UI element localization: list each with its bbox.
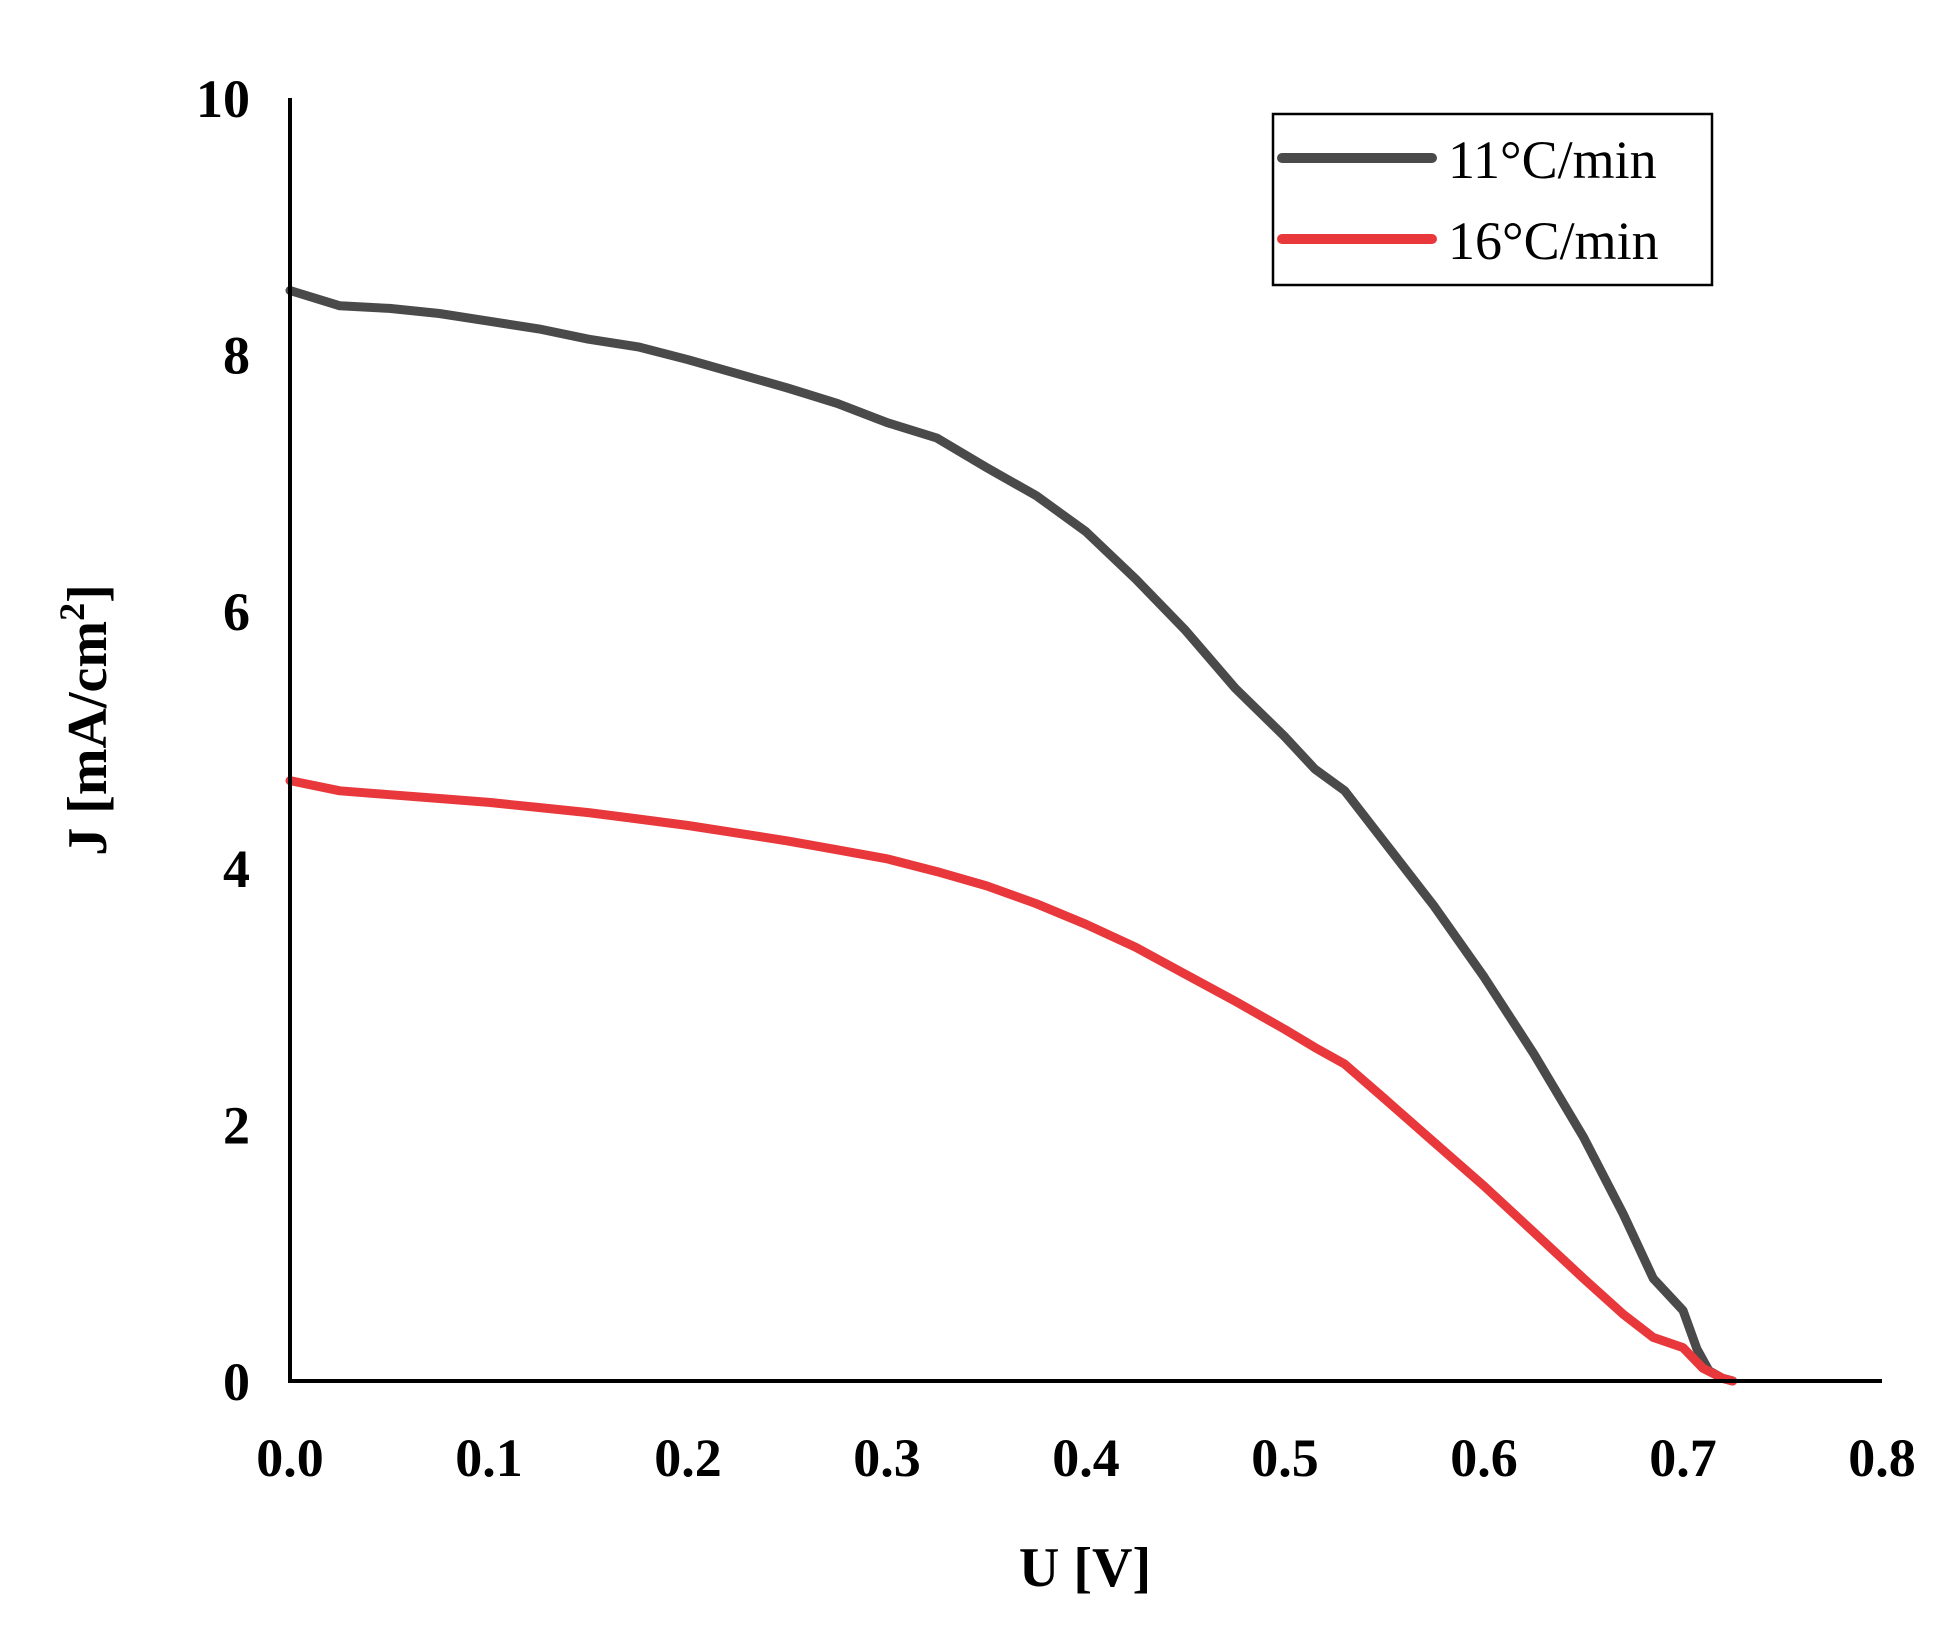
x-tick-label: 0.7	[1649, 1428, 1717, 1488]
legend-label-16c: 16°C/min	[1448, 211, 1659, 271]
x-tick-label: 0.4	[1052, 1428, 1120, 1488]
x-tick-label: 0.8	[1848, 1428, 1916, 1488]
y-tick-label: 2	[223, 1095, 250, 1155]
y-axis-title-superscript: 2	[52, 603, 92, 621]
x-tick-label: 0.5	[1251, 1428, 1319, 1488]
y-tick-label: 8	[223, 326, 250, 386]
legend-frame	[1271, 112, 1714, 287]
series-line-16c	[285, 776, 1738, 1386]
y-tick-label: 4	[223, 839, 250, 899]
x-tick-label: 0.3	[853, 1428, 921, 1488]
x-tick-label: 0.1	[455, 1428, 523, 1488]
x-tick-labels: 0.0 0.1 0.2 0.3 0.4 0.5 0.6 0.7 0.8	[256, 1428, 1916, 1488]
x-tick-label: 0.6	[1450, 1428, 1518, 1488]
y-axis-title-suffix: ]	[57, 584, 119, 603]
y-tick-label: 10	[196, 69, 250, 129]
y-axis-title-main: J [mA/cm	[57, 621, 119, 856]
y-tick-labels: 0 2 4 6 8 10	[196, 69, 250, 1412]
x-tick-label: 0.2	[654, 1428, 722, 1488]
y-tick-label: 0	[223, 1352, 250, 1412]
series-layer	[285, 286, 1738, 1386]
x-tick-label: 0.0	[256, 1428, 324, 1488]
y-tick-label: 6	[223, 582, 250, 642]
legend: 11°C/min 16°C/min	[1271, 112, 1714, 287]
x-axis-title: U [V]	[1019, 1537, 1151, 1599]
y-axis-title: J [mA/cm2]	[52, 584, 119, 855]
series-line-11c	[285, 286, 1738, 1386]
plot-area	[285, 98, 1882, 1386]
legend-label-11c: 11°C/min	[1448, 130, 1657, 190]
